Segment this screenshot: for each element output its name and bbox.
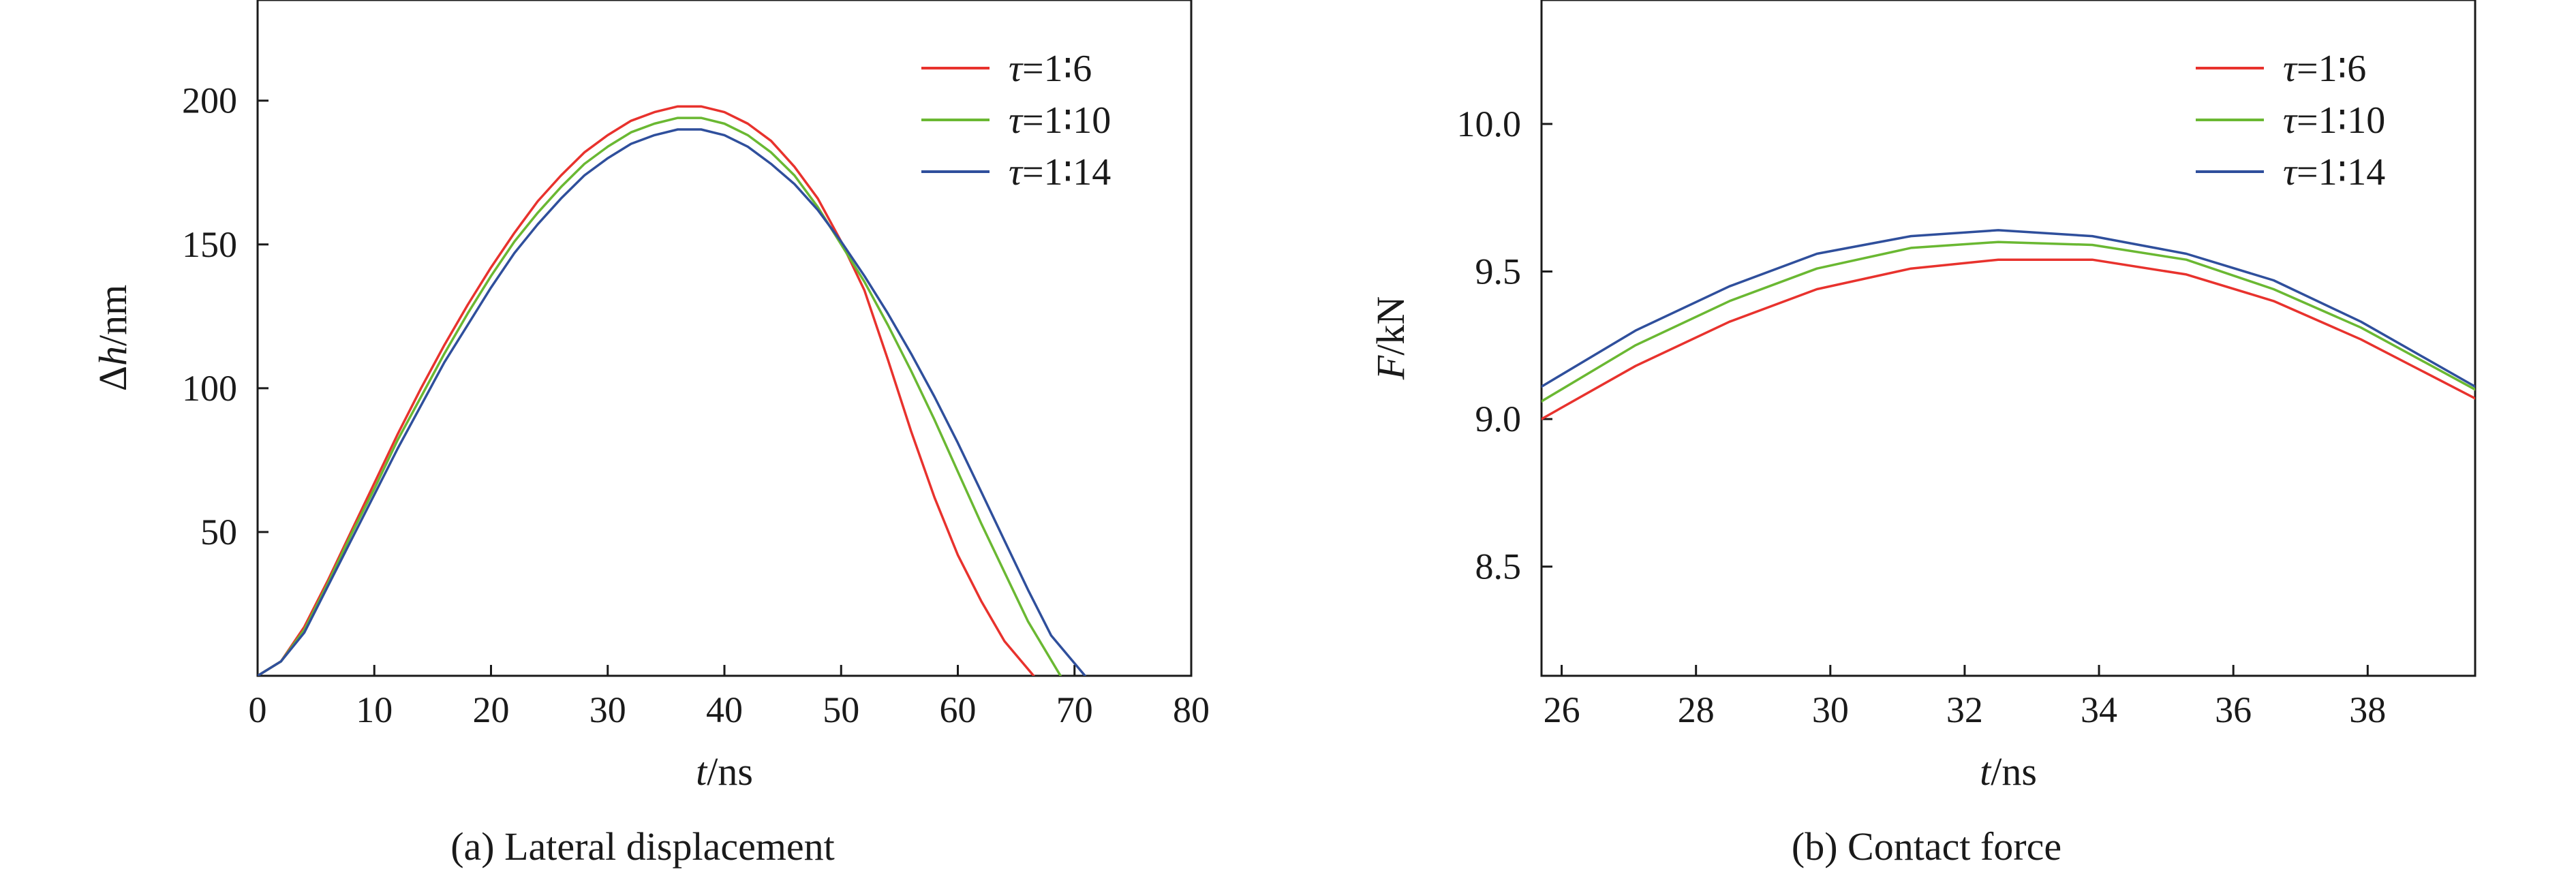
series-line-2 bbox=[258, 128, 1086, 676]
y-tick-label: 10.0 bbox=[1457, 104, 1522, 144]
figure-caption: (a) Lateral displacement bbox=[450, 824, 835, 869]
legend-label: τ=1∶10 bbox=[2283, 99, 2385, 142]
x-tick-label: 10 bbox=[356, 689, 393, 730]
legend-label: τ=1∶14 bbox=[1009, 151, 1111, 193]
x-tick-label: 26 bbox=[1544, 689, 1580, 730]
x-tick-label: 20 bbox=[473, 689, 510, 730]
series-line-0 bbox=[1542, 258, 2475, 420]
x-tick-label: 70 bbox=[1056, 689, 1093, 730]
legend-label: τ=1∶6 bbox=[1009, 48, 1092, 90]
y-tick-label: 9.0 bbox=[1475, 399, 1522, 439]
series-line-1 bbox=[1542, 240, 2475, 403]
legend-label: τ=1∶14 bbox=[2283, 151, 2385, 193]
x-tick-label: 32 bbox=[1946, 689, 1983, 730]
y-tick-label: 9.5 bbox=[1475, 251, 1522, 292]
x-axis-label: t/ns bbox=[1980, 749, 2037, 794]
plot-frame bbox=[1540, 0, 2477, 677]
x-tick-label: 60 bbox=[940, 689, 977, 730]
x-tick-label: 80 bbox=[1173, 689, 1210, 730]
x-tick-label: 0 bbox=[249, 689, 267, 730]
x-tick-label: 30 bbox=[589, 689, 626, 730]
series-line-2 bbox=[1542, 229, 2475, 388]
chart-contact-force: 26 28 30 32 34 36 38 8.5 9.0 9.5 10.0 t/ns F/kN τ=1∶6… bbox=[1368, 0, 2477, 869]
x-tick-label: 30 bbox=[1812, 689, 1849, 730]
legend-label: τ=1∶6 bbox=[2283, 48, 2366, 90]
series-line-0 bbox=[258, 105, 1035, 676]
figure-caption: (b) Contact force bbox=[1792, 824, 2061, 869]
x-axis-label: t/ns bbox=[696, 749, 753, 794]
x-tick-label: 50 bbox=[823, 689, 859, 730]
y-tick-label: 100 bbox=[182, 368, 237, 409]
x-tick-label: 38 bbox=[2349, 689, 2386, 730]
y-tick-label: 8.5 bbox=[1475, 546, 1522, 587]
chart-lateral-displacement: 0 10 20 30 40 50 60 70 80 50 100 150 200 t/ns Δh/nm τ=1… bbox=[91, 0, 1210, 869]
legend-label: τ=1∶10 bbox=[1009, 99, 1111, 142]
x-tick-label: 36 bbox=[2215, 689, 2252, 730]
y-tick-label: 50 bbox=[200, 512, 237, 552]
x-tick-label: 34 bbox=[2081, 689, 2117, 730]
x-tick-label: 40 bbox=[706, 689, 743, 730]
y-axis-label: Δh/nm bbox=[91, 285, 135, 392]
series-line-1 bbox=[258, 116, 1062, 676]
y-tick-label: 200 bbox=[182, 80, 237, 121]
y-axis-label: F/kN bbox=[1368, 296, 1413, 380]
y-tick-label: 150 bbox=[182, 224, 237, 265]
x-tick-label: 28 bbox=[1678, 689, 1715, 730]
